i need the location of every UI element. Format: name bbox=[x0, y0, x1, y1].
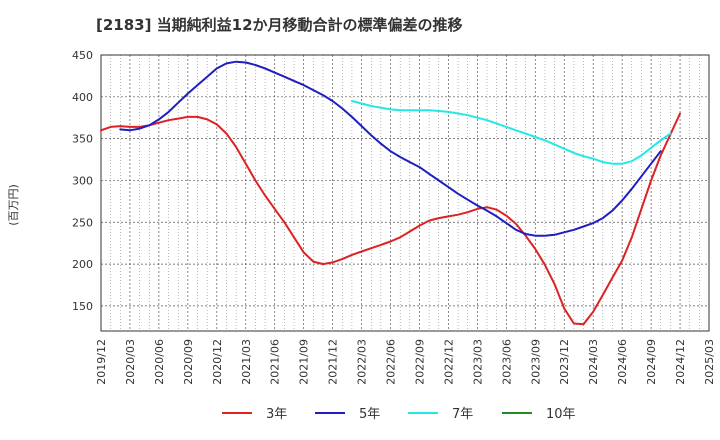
x-tick-label: 2021/09 bbox=[298, 339, 311, 385]
x-tick-label: 2023/06 bbox=[500, 339, 513, 385]
legend-label-3: 7年 bbox=[452, 407, 473, 422]
x-tick-label: 2023/03 bbox=[471, 339, 484, 385]
x-tick-label: 2022/06 bbox=[385, 339, 398, 385]
chart-title: [2183] 当期純利益12か月移動合計の標準偏差の推移 bbox=[96, 16, 463, 34]
x-tick-label: 2021/06 bbox=[269, 339, 282, 385]
x-tick-label: 2020/09 bbox=[182, 339, 195, 385]
legend-label-2: 5年 bbox=[359, 407, 380, 422]
x-tick-label: 2024/03 bbox=[587, 339, 600, 385]
x-tick-label: 2022/03 bbox=[356, 339, 369, 385]
grid-lines bbox=[101, 55, 709, 331]
x-tick-label: 2022/12 bbox=[442, 339, 455, 385]
y-tick-label: 200 bbox=[72, 258, 93, 271]
legend: 3年 5年 7年 10年 bbox=[222, 407, 576, 422]
x-tick-label: 2021/12 bbox=[327, 339, 340, 385]
y-axis: 150 200 250 300 350 400 450 bbox=[72, 49, 93, 313]
series-line-2 bbox=[119, 60, 662, 237]
x-axis: 2019/12 2020/03 2020/06 2020/09 2020/12 2021/… bbox=[95, 339, 716, 385]
x-tick-label: 2025/03 bbox=[703, 339, 716, 385]
x-tick-label: 2020/03 bbox=[124, 339, 137, 385]
x-tick-label: 2024/06 bbox=[616, 339, 629, 385]
x-tick-label: 2024/09 bbox=[645, 339, 658, 385]
plot-area-border bbox=[100, 54, 710, 332]
y-tick-label: 300 bbox=[72, 174, 93, 187]
x-tick-label: 2019/12 bbox=[95, 339, 108, 385]
y-axis-label: (百万円) bbox=[7, 184, 20, 226]
x-tick-label: 2020/06 bbox=[153, 339, 166, 385]
x-tick-label: 2023/09 bbox=[529, 339, 542, 385]
series-line-3 bbox=[350, 100, 672, 165]
y-tick-label: 450 bbox=[72, 49, 93, 62]
x-tick-label: 2022/09 bbox=[413, 339, 426, 385]
y-tick-label: 350 bbox=[72, 133, 93, 146]
series-lines bbox=[100, 60, 681, 326]
series-line-1 bbox=[100, 112, 681, 326]
y-tick-label: 400 bbox=[72, 91, 93, 104]
x-tick-label: 2023/12 bbox=[558, 339, 571, 385]
x-tick-label: 2021/03 bbox=[240, 339, 253, 385]
legend-label-4: 10年 bbox=[546, 407, 576, 422]
x-tick-label: 2020/12 bbox=[211, 339, 224, 385]
y-tick-label: 150 bbox=[72, 300, 93, 313]
y-tick-label: 250 bbox=[72, 216, 93, 229]
x-tick-label: 2024/12 bbox=[674, 339, 687, 385]
legend-label-1: 3年 bbox=[266, 407, 287, 422]
